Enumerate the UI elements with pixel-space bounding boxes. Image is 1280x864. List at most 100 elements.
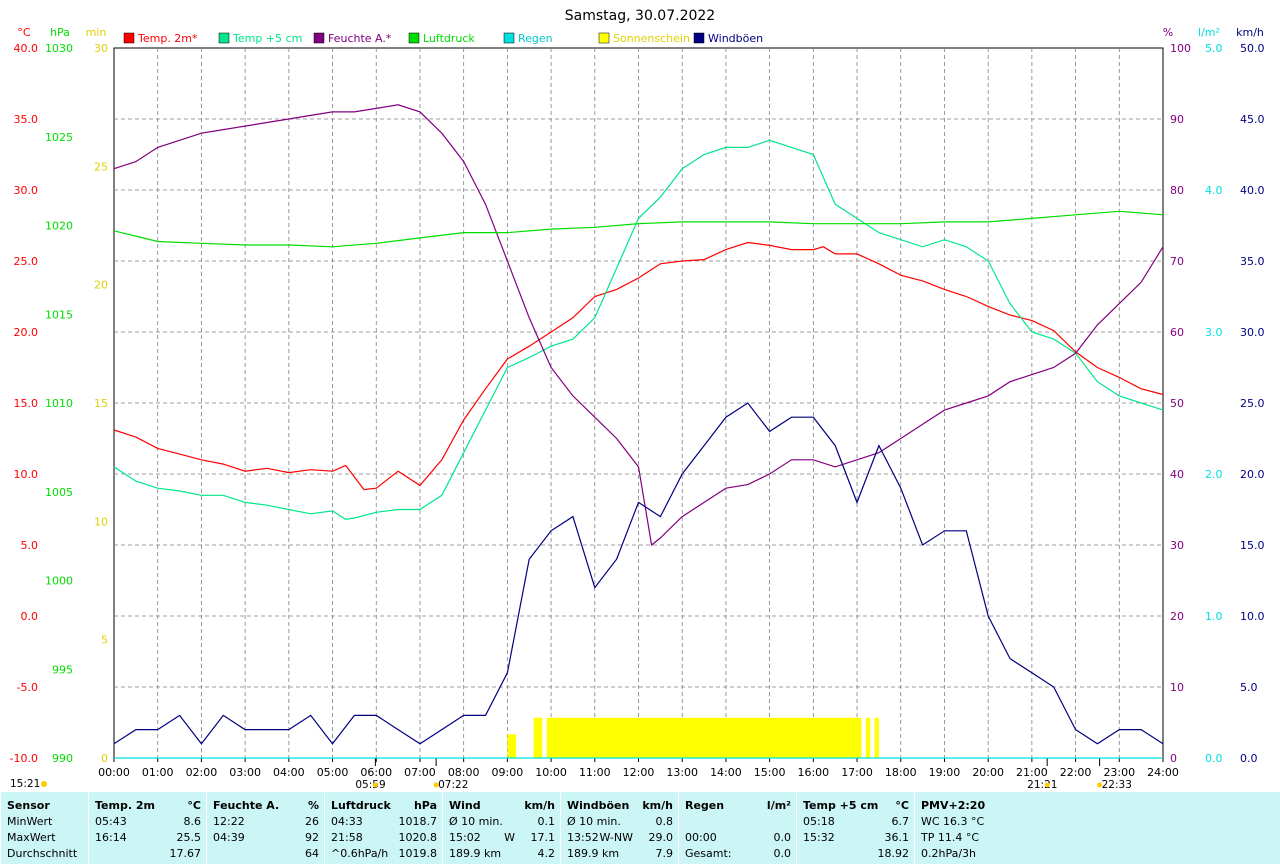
stats-cell: km/h (524, 799, 555, 812)
sun-tick-label: 15 (94, 397, 108, 410)
stats-cell: Durchschnitt (7, 847, 78, 860)
legend-swatch (408, 32, 420, 44)
x-tick-label: 04:00 (273, 766, 305, 779)
sun-tick-label: 20 (94, 279, 108, 292)
stats-cell: 1018.7 (398, 815, 438, 828)
x-tick-label: 22:00 (1060, 766, 1092, 779)
axis-unit-label: l/m² (1198, 26, 1220, 39)
sun-time-label: 07:22 (438, 779, 468, 791)
stats-cell: 6.7 (891, 815, 910, 828)
x-tick-label: 10:00 (535, 766, 567, 779)
legend-label: Sonnenschein (613, 32, 690, 45)
humidity-tick-label: 90 (1170, 113, 1184, 126)
x-tick-label: 12:00 (623, 766, 655, 779)
stats-cell: 4.2 (537, 847, 556, 860)
stats-cell: 0.0 (773, 847, 792, 860)
humidity-tick-label: 80 (1170, 184, 1184, 197)
stats-row: 05:18 6.7 (803, 815, 909, 831)
pressure-line (113, 210, 1164, 248)
stats-cell: km/h (642, 799, 673, 812)
temp-tick-label: -10.0 (10, 752, 38, 765)
stats-cell: 17.1 (530, 831, 556, 844)
x-tick-label: 16:00 (797, 766, 829, 779)
temp-5cm-line (113, 139, 1164, 521)
x-tick-label: 21:00 (1016, 766, 1048, 779)
temp-tick-label: -5.0 (17, 681, 38, 694)
stats-cell: 12:22 (213, 815, 245, 828)
stats-cell: 21:58 (331, 831, 363, 844)
stats-cell: WC 16.3 °C (921, 815, 985, 828)
rain-tick-label: 5.0 (1205, 42, 1223, 55)
temp-tick-label: 0.0 (21, 610, 39, 623)
weather-chart: Samstag, 30.07.2022 Temp. 2m* Temp +5 cm F… (10, 8, 1265, 791)
stats-cell: Regen (685, 799, 725, 812)
stats-cell: 8.6 (183, 815, 202, 828)
x-tick-label: 18:00 (885, 766, 917, 779)
legend-label: Luftdruck (423, 32, 475, 45)
wind-tick-label: 35.0 (1240, 255, 1265, 268)
rain-tick-label: 0.0 (1205, 752, 1223, 765)
stats-column: Temp +5 cm °C 05:18 6.7 15:32 36.1 18.92 (796, 792, 915, 864)
stats-cell: MinWert (7, 815, 53, 828)
stats-row: WC 16.3 °C (921, 815, 1035, 831)
stats-row: 17.67 (95, 847, 202, 863)
temp-tick-label: 35.0 (14, 113, 39, 126)
temp-tick-label: 5.0 (21, 539, 39, 552)
axis-unit-label: hPa (50, 26, 70, 39)
stats-header: Temp +5 cm °C (803, 799, 909, 815)
stats-cell: 04:39 (213, 831, 245, 844)
stats-cell: Feuchte A. (213, 799, 280, 812)
humidity-tick-label: 40 (1170, 468, 1184, 481)
legend: Temp. 2m* Temp +5 cm Feuchte A.* Luftdruck R… (123, 32, 763, 45)
wind-tick-label: 15.0 (1240, 539, 1265, 552)
stats-cell: Sensor (7, 799, 50, 812)
legend-swatch (693, 32, 705, 44)
stats-row: 13:52 W-NW 29.0 (567, 831, 673, 847)
stats-row: 0.2hPa/3h (921, 847, 1035, 863)
stats-column: Luftdruck hPa 04:33 1018.7 21:58 1020.8 ^0.6hP… (324, 792, 443, 864)
plot-area (113, 104, 1164, 759)
sunshine-bar (857, 717, 862, 758)
rain-tick-label: 2.0 (1205, 468, 1223, 481)
temp-tick-label: 40.0 (14, 42, 39, 55)
axis-unit-label: °C (17, 26, 31, 39)
legend-label: Feuchte A.* (328, 32, 392, 45)
stats-cell: 0.1 (537, 815, 556, 828)
wind-tick-label: 45.0 (1240, 113, 1265, 126)
temp-tick-label: 30.0 (14, 184, 39, 197)
x-tick-label: 20:00 (972, 766, 1004, 779)
stats-header: Regen l/m² (685, 799, 791, 815)
stats-cell: 0.0 (773, 831, 792, 844)
temp-2m-line (113, 241, 1164, 491)
stats-cell: 1019.8 (398, 847, 438, 860)
x-tick-label: 08:00 (448, 766, 480, 779)
stats-cell: 64 (305, 847, 319, 860)
axes: 00:00 01:00 02:00 03:00 04:00 05:00 06:00 07:00… (10, 26, 1265, 791)
wind-tick-label: 10.0 (1240, 610, 1265, 623)
stats-header: Sensor (7, 799, 83, 815)
stats-cell: Gesamt: (685, 847, 732, 860)
legend-label: Windböen (708, 32, 763, 45)
stats-header: Wind km/h (449, 799, 555, 815)
stats-row: 15:02 W 17.1 (449, 831, 555, 847)
stats-column: Wind km/h Ø 10 min. 0.1 15:02 W 17.1 189.9 km 4.… (442, 792, 561, 864)
legend-swatch (123, 32, 135, 44)
stats-cell: 29.0 (648, 831, 674, 844)
humidity-tick-label: 20 (1170, 610, 1184, 623)
stats-cell: Luftdruck (331, 799, 391, 812)
stats-row: Ø 10 min. 0.1 (449, 815, 555, 831)
x-tick-label: 17:00 (841, 766, 873, 779)
legend-swatch (598, 32, 610, 44)
sun-tick-label: 10 (94, 515, 108, 528)
stats-row: 189.9 km 7.9 (567, 847, 673, 863)
temp-tick-label: 20.0 (14, 326, 39, 339)
x-tick-label: 01:00 (142, 766, 174, 779)
sun-marker-dot (1097, 782, 1103, 788)
stats-row: 12:22 26 (213, 815, 319, 831)
pressure-tick-label: 1010 (45, 397, 73, 410)
temp-tick-label: 25.0 (14, 255, 39, 268)
legend-swatch (313, 32, 325, 44)
stats-row (685, 815, 791, 831)
stats-cell: Ø 10 min. (449, 815, 503, 828)
stats-cell: °C (895, 799, 909, 812)
